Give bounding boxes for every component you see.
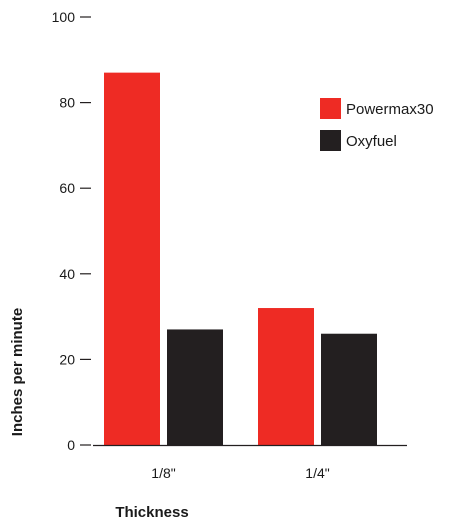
y-tick-label: 80 <box>59 95 75 111</box>
legend-label-oxyfuel: Oxyfuel <box>346 133 397 150</box>
y-tick-label: 20 <box>59 351 75 367</box>
bar-oxyfuel-1 <box>167 329 223 445</box>
legend-swatch-oxyfuel <box>320 130 341 151</box>
y-axis-title: Inches per minute <box>9 308 26 436</box>
legend-label-powermax30: Powermax30 <box>346 101 434 118</box>
y-axis: 0 20 40 60 80 100 <box>52 9 91 453</box>
y-tick-label: 0 <box>67 437 75 453</box>
bar-powermax30-1 <box>104 72 160 445</box>
y-tick-label: 40 <box>59 266 75 282</box>
x-tick-label: 1/4" <box>305 465 329 481</box>
x-axis-title: Thickness <box>115 504 188 519</box>
bar-powermax30-2 <box>258 308 314 445</box>
bar-oxyfuel-2 <box>321 333 377 445</box>
legend-swatch-powermax30 <box>320 98 341 119</box>
x-axis-ticks: 1/8" 1/4" <box>151 465 329 481</box>
legend: Powermax30 Oxyfuel <box>320 98 434 151</box>
bar-group <box>104 72 377 445</box>
x-tick-label: 1/8" <box>151 465 175 481</box>
y-tick-label: 60 <box>59 180 75 196</box>
y-tick-label: 100 <box>52 9 76 25</box>
